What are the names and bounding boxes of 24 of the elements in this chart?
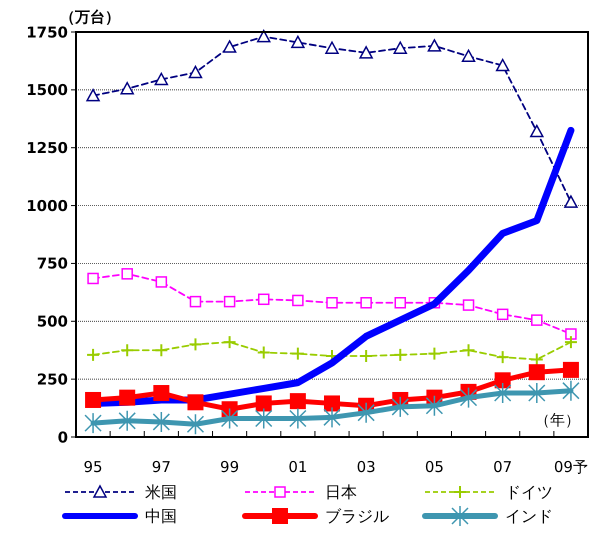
legend-label: ブラジル	[325, 506, 389, 526]
y-axis-title: （万台）	[60, 8, 120, 26]
y-tick-label: 750	[36, 254, 68, 273]
y-tick-label: 1750	[26, 23, 68, 42]
x-tick-label: 97	[152, 458, 171, 476]
y-tick-label: 250	[36, 370, 68, 388]
x-tick-label: 09予	[554, 458, 588, 476]
y-tick-label: 0	[58, 428, 68, 446]
x-tick-label: 05	[424, 458, 444, 476]
x-axis-title: （年）	[535, 411, 580, 429]
y-tick-label: 1500	[26, 81, 68, 100]
x-tick-label: 95	[84, 458, 103, 476]
y-tick-label: 1000	[26, 196, 68, 215]
x-tick-label: 01	[288, 458, 308, 476]
x-tick-label: 99	[220, 458, 240, 476]
y-tick-label: 500	[36, 312, 68, 331]
legend-label: インド	[505, 506, 553, 526]
legend-label: 日本	[325, 482, 357, 502]
x-tick-label: 07	[493, 458, 512, 476]
legend-label: ドイツ	[505, 482, 553, 502]
y-tick-label: 1250	[26, 138, 68, 157]
x-tick-label: 03	[356, 458, 376, 476]
legend-label: 米国	[145, 482, 177, 502]
legend-label: 中国	[145, 506, 177, 526]
